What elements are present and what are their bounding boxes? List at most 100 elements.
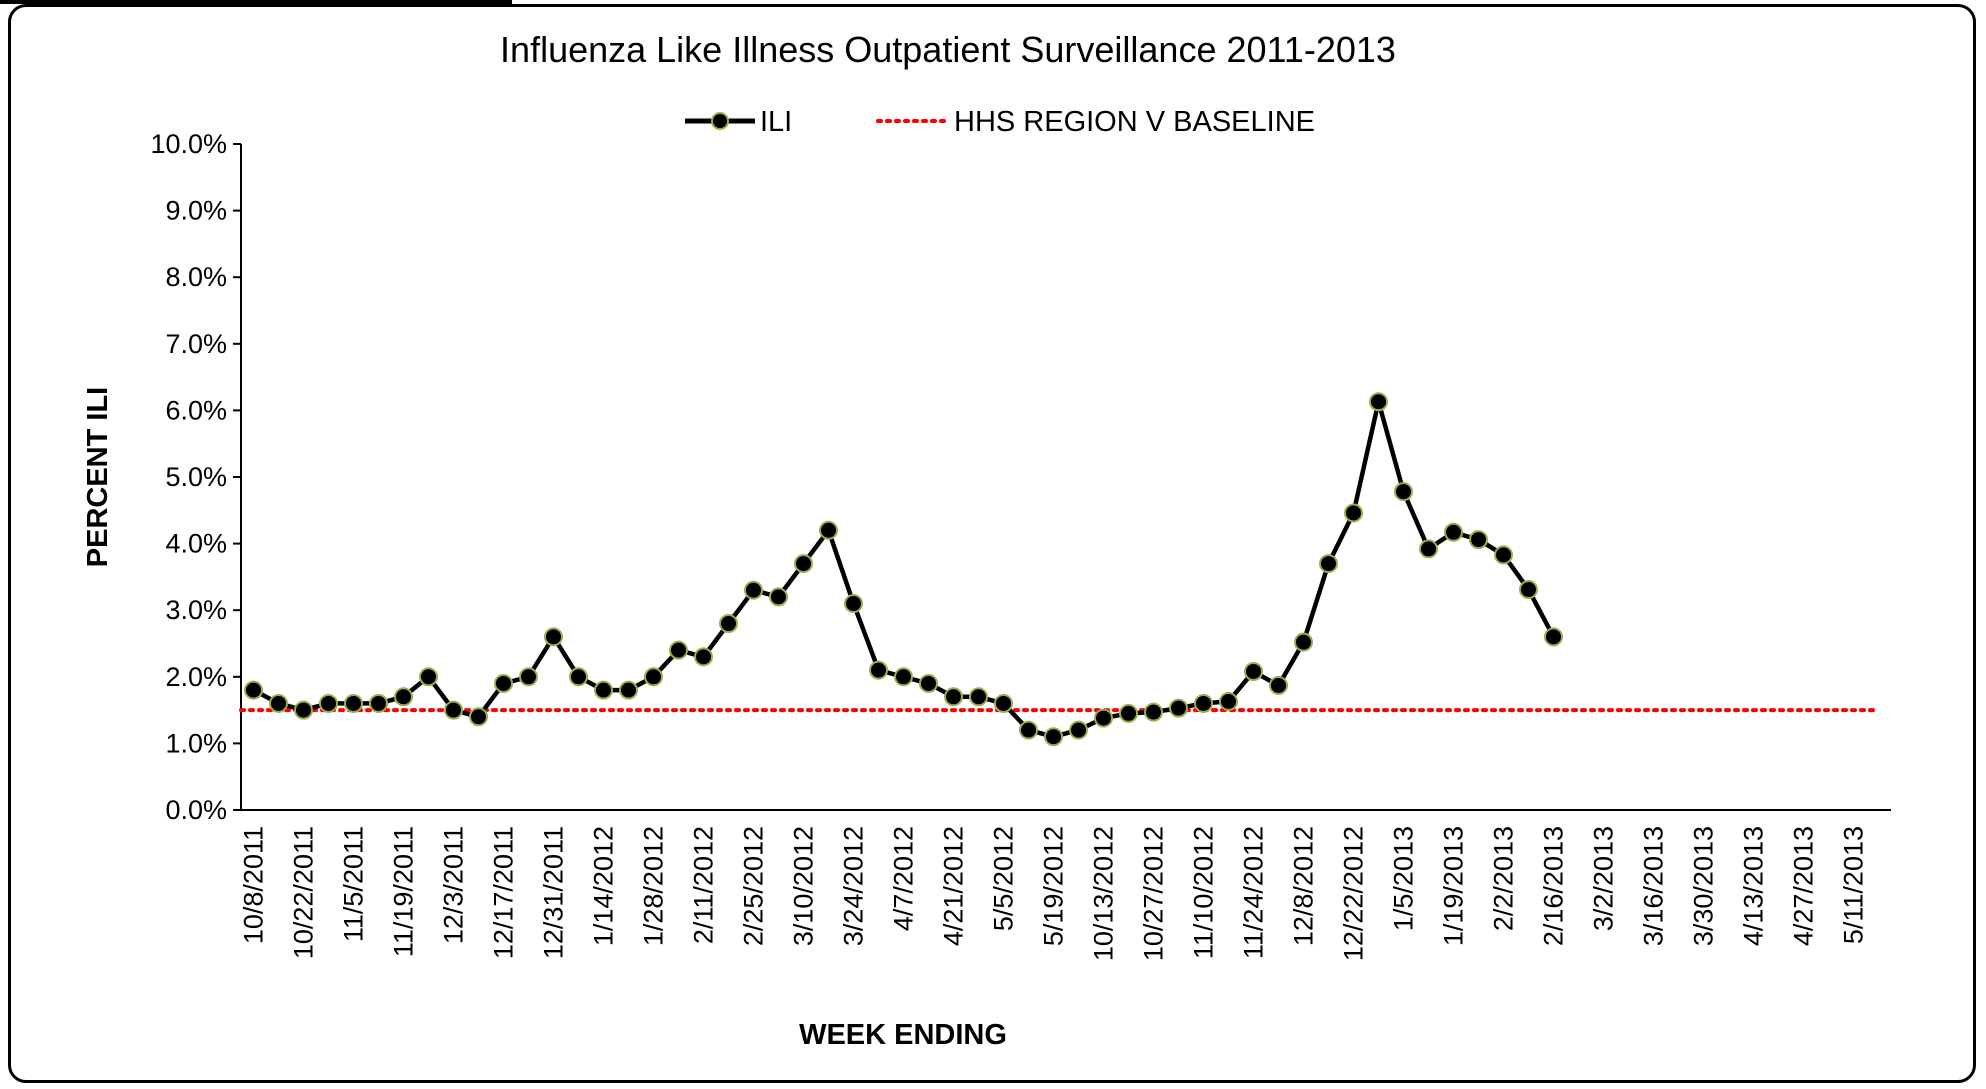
x-tick-label: 10/13/2012 — [1089, 826, 1119, 961]
ili-data-point — [244, 680, 263, 700]
x-tick-label: 11/19/2011 — [389, 826, 419, 957]
x-tick-label: 1/5/2013 — [1389, 826, 1419, 931]
ili-data-point — [1244, 661, 1263, 681]
x-tick-label: 11/5/2011 — [339, 826, 369, 942]
x-tick-label: 2/11/2012 — [689, 826, 719, 944]
ili-data-point — [1419, 539, 1438, 559]
ili-data-point — [294, 700, 313, 720]
ili-data-point — [1369, 392, 1388, 412]
ili-data-point — [1269, 675, 1288, 695]
x-tick-label: 5/19/2012 — [1039, 826, 1069, 946]
x-tick-label: 2/25/2012 — [739, 826, 769, 946]
ili-data-point — [844, 594, 863, 614]
x-tick-label: 3/24/2012 — [839, 826, 869, 946]
top-edge-strip — [0, 0, 512, 4]
ili-data-point — [469, 707, 488, 727]
ili-data-point — [944, 687, 963, 707]
ili-data-point — [444, 700, 463, 720]
y-tick-label: 1.0% — [165, 728, 227, 758]
x-tick-label: 10/27/2012 — [1139, 826, 1169, 961]
ili-data-point — [594, 680, 613, 700]
y-axis-title: PERCENT ILI — [82, 387, 114, 567]
ili-data-point — [994, 693, 1013, 713]
chart-frame — [8, 4, 1976, 1083]
x-tick-label: 12/17/2011 — [489, 826, 519, 959]
ili-data-point — [919, 673, 938, 693]
ili-data-point — [1219, 691, 1238, 711]
legend: ILI HHS REGION V BASELINE — [685, 106, 1315, 138]
ili-data-point — [694, 647, 713, 667]
x-tick-label: 11/10/2012 — [1189, 826, 1219, 959]
y-tick-label: 3.0% — [165, 595, 227, 625]
ili-data-point — [269, 693, 288, 713]
ili-data-point — [1019, 720, 1038, 740]
ili-data-point — [894, 667, 913, 687]
x-tick-label: 10/8/2011 — [239, 826, 269, 944]
ili-data-point — [319, 693, 338, 713]
ili-data-point — [1194, 693, 1213, 713]
y-tick-label: 9.0% — [165, 196, 227, 226]
x-tick-label: 11/24/2012 — [1239, 826, 1269, 959]
ili-data-point — [419, 667, 438, 687]
y-tick-label: 10.0% — [150, 129, 227, 159]
x-tick-label: 4/27/2013 — [1789, 826, 1819, 946]
ili-data-point — [719, 614, 738, 634]
ili-data-point — [794, 554, 813, 574]
ili-data-point — [494, 673, 513, 693]
x-tick-label: 12/8/2012 — [1289, 826, 1319, 946]
chart-title: Influenza Like Illness Outpatient Survei… — [500, 29, 1396, 70]
y-tick-label: 5.0% — [165, 462, 227, 492]
x-tick-label: 12/22/2012 — [1339, 826, 1369, 961]
ili-data-point — [769, 587, 788, 607]
x-tick-label: 2/2/2013 — [1489, 826, 1519, 931]
ili-data-point — [544, 627, 563, 647]
x-tick-label: 12/3/2011 — [439, 826, 469, 944]
ili-data-point — [1044, 727, 1063, 747]
ili-data-point — [394, 687, 413, 707]
ili-data-point — [819, 520, 838, 540]
ili-series-line — [252, 399, 1556, 739]
ili-data-point — [1169, 698, 1188, 718]
legend-ili-label: ILI — [760, 106, 792, 138]
x-tick-label: 5/11/2013 — [1839, 826, 1869, 944]
ili-data-point — [1094, 708, 1113, 728]
ili-data-point — [644, 667, 663, 687]
ili-data-point — [369, 693, 388, 713]
ili-data-point — [1294, 632, 1313, 652]
x-tick-label: 5/5/2012 — [989, 826, 1019, 931]
ili-data-point — [1469, 530, 1488, 550]
x-tick-label: 3/2/2013 — [1589, 826, 1619, 931]
x-tick-label: 3/30/2013 — [1689, 826, 1719, 946]
y-tick-label: 6.0% — [165, 395, 227, 425]
ili-data-point — [1519, 580, 1538, 600]
ili-data-point — [744, 580, 763, 600]
ili-data-point — [1544, 627, 1563, 647]
ili-data-point — [1144, 702, 1163, 722]
x-tick-label: 4/7/2012 — [889, 826, 919, 931]
ili-data-point — [1494, 545, 1513, 565]
y-tick-label: 7.0% — [165, 329, 227, 359]
legend-ili-marker — [711, 112, 729, 130]
ili-data-point — [969, 687, 988, 707]
x-tick-label: 1/14/2012 — [589, 826, 619, 946]
x-axis-ticks: 10/8/2011 10/22/2011 11/5/2011 11/19/2011 12… — [239, 826, 1869, 961]
ili-data-point — [1319, 554, 1338, 574]
y-tick-label: 0.0% — [165, 795, 227, 825]
x-tick-label: 4/21/2012 — [939, 826, 969, 946]
ili-series-points — [244, 392, 1563, 747]
ili-data-point — [1344, 503, 1363, 523]
x-tick-label: 12/31/2011 — [539, 826, 569, 959]
ili-data-point — [344, 693, 363, 713]
y-tick-label: 4.0% — [165, 529, 227, 559]
y-tick-label: 2.0% — [165, 662, 227, 692]
x-tick-label: 3/16/2013 — [1639, 826, 1669, 946]
x-tick-label: 3/10/2012 — [789, 826, 819, 946]
ili-data-point — [1119, 703, 1138, 723]
ili-data-point — [619, 680, 638, 700]
y-axis-ticks: 0.0% 1.0% 2.0% 3.0% 4.0% 5.0% 6.0% 7.0% 8.0% 9.0%… — [150, 129, 241, 825]
y-tick-label: 8.0% — [165, 262, 227, 292]
ili-data-point — [1394, 482, 1413, 502]
legend-baseline-label: HHS REGION V BASELINE — [954, 106, 1315, 138]
ili-data-point — [669, 640, 688, 660]
